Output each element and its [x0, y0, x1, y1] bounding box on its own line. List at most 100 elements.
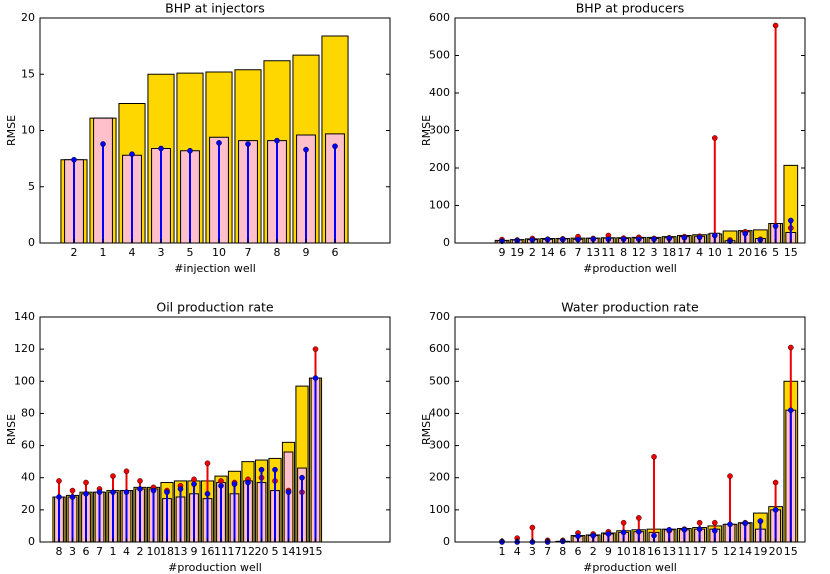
y-tick-label: 500: [429, 374, 450, 387]
stem: [332, 143, 338, 243]
x-tick-label: 14: [738, 545, 752, 558]
stem: [303, 146, 309, 243]
stem-dot: [164, 489, 170, 495]
stem-dot: [191, 481, 197, 487]
stem: [245, 479, 251, 542]
stem-dot: [245, 479, 251, 486]
chart-title: Water production rate: [561, 300, 699, 315]
x-tick-label: 20: [769, 545, 783, 558]
stem: [56, 494, 62, 542]
x-axis-label: #production well: [583, 262, 677, 275]
x-tick-label: 5: [187, 246, 194, 259]
y-axis-label: RMSE: [5, 115, 18, 146]
y-tick-label: 500: [429, 49, 450, 62]
stem-dot: [69, 494, 76, 500]
stem-dot: [757, 518, 764, 524]
x-tick-label: 8: [274, 246, 281, 259]
stem-dot: [636, 528, 642, 535]
stem-dot: [772, 22, 779, 29]
stem-dot: [727, 521, 733, 528]
stem: [158, 145, 164, 243]
stem: [137, 486, 143, 542]
x-tick-label: 14: [282, 545, 296, 558]
x-tick-label: 4: [123, 545, 130, 558]
stem-dot: [636, 515, 642, 521]
x-tick-label: 4: [696, 246, 703, 259]
x-tick-label: 11: [601, 246, 615, 259]
x-tick-label: 18: [632, 545, 646, 558]
x-axis-label: #production well: [583, 561, 677, 574]
stem-dot: [177, 486, 184, 492]
stem-dot: [137, 486, 143, 492]
y-tick-label: 20: [21, 503, 35, 516]
stem-dot: [788, 344, 794, 351]
x-tick-label: 2: [529, 246, 536, 259]
x-tick-label: 7: [96, 545, 103, 558]
stem: [187, 147, 193, 243]
stem: [150, 487, 157, 542]
y-tick-label: 400: [429, 406, 450, 419]
axes-frame: [454, 17, 806, 244]
y-tick-label: 100: [14, 374, 35, 387]
stem-dot: [204, 490, 211, 497]
x-tick-label: 8: [559, 545, 566, 558]
stem: [772, 507, 779, 542]
x-tick-label: 6: [83, 545, 90, 558]
stem: [274, 137, 280, 243]
x-tick-label: 12: [241, 545, 255, 558]
x-tick-label: 7: [245, 246, 252, 259]
stem-dot: [96, 489, 103, 495]
y-tick-label: 80: [21, 406, 35, 419]
x-tick-label: 20: [255, 545, 269, 558]
stem: [123, 489, 130, 542]
x-tick-label: 4: [129, 246, 136, 259]
y-axis-label: RMSE: [420, 414, 433, 445]
y-tick-label: 60: [21, 439, 35, 452]
stem: [83, 490, 89, 542]
y-tick-label: 100: [429, 503, 450, 516]
stem-dot: [137, 478, 143, 484]
x-tick-label: 18: [160, 545, 174, 558]
stem-dot: [772, 223, 779, 229]
x-tick-label: 16: [647, 545, 661, 558]
y-tick-label: 140: [14, 310, 35, 323]
x-tick-label: 3: [529, 545, 536, 558]
stem-dot: [712, 527, 718, 534]
y-tick-label: 300: [429, 439, 450, 452]
x-tick-label: 9: [499, 246, 506, 259]
stem: [177, 486, 184, 542]
stem-dot: [218, 482, 224, 489]
stem-dot: [150, 487, 157, 494]
y-tick-label: 0: [443, 236, 450, 249]
x-tick-label: 2: [590, 545, 597, 558]
stem: [216, 140, 222, 243]
stem: [204, 490, 211, 542]
x-tick-label: 12: [723, 545, 737, 558]
x-tick-label: 5: [711, 545, 718, 558]
stem-dot: [285, 489, 292, 495]
stem: [100, 141, 106, 243]
stem-dot: [712, 135, 718, 141]
x-axis-label: #production well: [168, 561, 262, 574]
y-tick-label: 600: [429, 342, 450, 355]
stem-dot: [123, 468, 130, 475]
y-tick-label: 200: [429, 161, 450, 174]
stem: [651, 454, 657, 542]
y-tick-label: 100: [429, 199, 450, 212]
stem-dot: [110, 473, 116, 479]
stem: [69, 494, 76, 542]
x-tick-label: 5: [272, 545, 279, 558]
stem-dot: [303, 146, 309, 153]
chart-title: Oil production rate: [156, 300, 274, 315]
stem: [96, 489, 103, 542]
y-tick-label: 0: [443, 535, 450, 548]
stem-dot: [772, 507, 779, 513]
stem-dot: [772, 479, 779, 486]
axes-frame: [454, 316, 806, 543]
x-tick-label: 17: [677, 246, 691, 259]
stem-dot: [788, 217, 794, 224]
x-tick-label: 19: [510, 246, 524, 259]
stem-dot: [529, 524, 536, 531]
stem-dot: [231, 481, 238, 487]
stem-dot: [274, 137, 280, 144]
